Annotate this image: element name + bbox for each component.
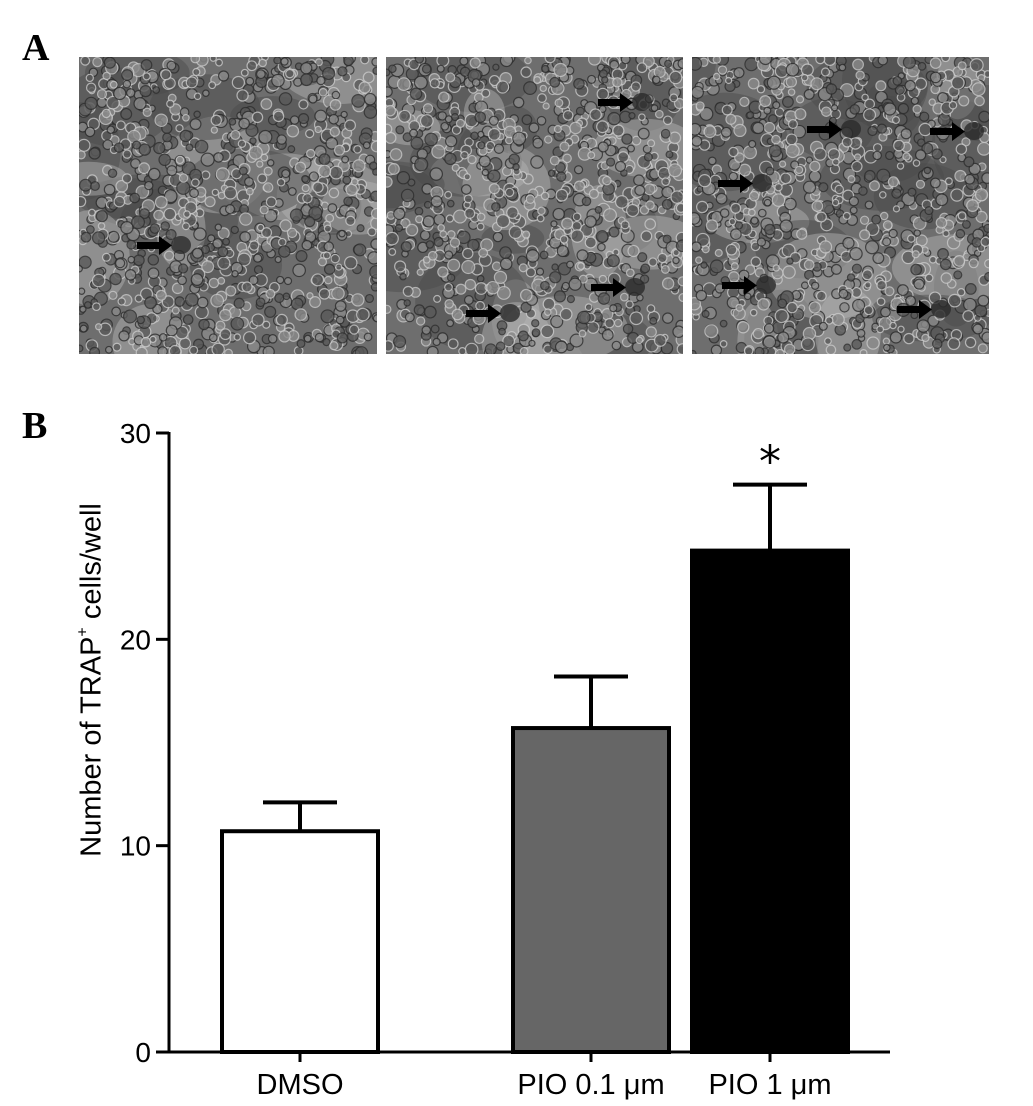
significance-mark: * bbox=[759, 437, 781, 488]
arrow-marker bbox=[718, 174, 753, 193]
micrograph-pio-1 bbox=[692, 57, 989, 354]
arrow-marker bbox=[591, 278, 626, 297]
micrograph-texture bbox=[692, 57, 989, 354]
micrograph-texture bbox=[79, 57, 377, 354]
arrow-marker bbox=[897, 300, 932, 319]
y-tick-label: 30 bbox=[120, 418, 151, 449]
x-tick-label: DMSO bbox=[257, 1069, 344, 1101]
micrograph-pio-0.1 bbox=[386, 57, 683, 354]
micrograph-texture bbox=[386, 57, 683, 354]
y-tick-label: 20 bbox=[120, 624, 151, 655]
arrow-marker bbox=[807, 120, 842, 139]
y-axis-label: Number of TRAP+ cells/well bbox=[74, 503, 108, 857]
panel-label-b: B bbox=[22, 405, 48, 447]
bar-chart: 0 10 20 30 DMSO PIO 0.1 μm PIO 1 μm * bbox=[120, 418, 890, 1101]
arrow-marker bbox=[930, 122, 965, 141]
arrow-marker bbox=[722, 276, 757, 295]
panel-label-a: A bbox=[22, 27, 50, 69]
micrograph-dmso bbox=[79, 57, 377, 354]
bar bbox=[690, 548, 850, 1055]
arrow-marker bbox=[137, 236, 172, 255]
arrow-marker bbox=[466, 304, 501, 323]
bar bbox=[220, 829, 380, 1054]
y-tick-label: 10 bbox=[120, 831, 151, 862]
x-tick-label: PIO 0.1 μm bbox=[517, 1069, 664, 1101]
bar bbox=[511, 726, 671, 1054]
y-tick-label: 0 bbox=[135, 1037, 151, 1068]
x-tick-label: PIO 1 μm bbox=[708, 1069, 831, 1101]
arrow-marker bbox=[598, 93, 633, 112]
